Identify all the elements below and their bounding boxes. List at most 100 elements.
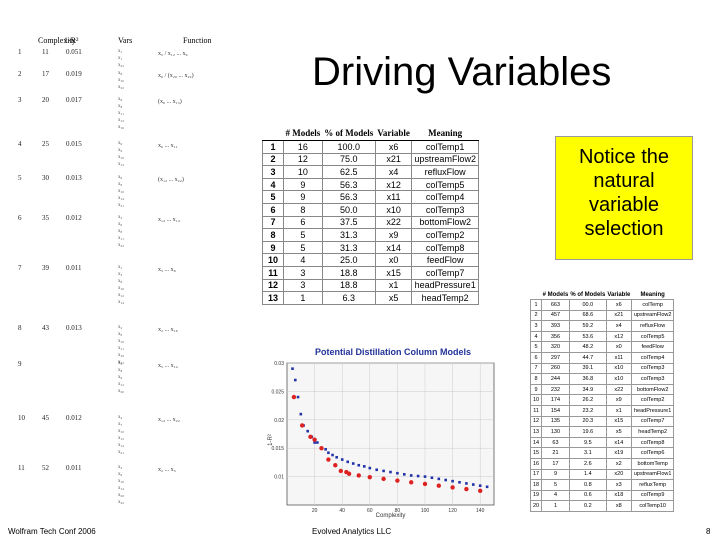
table-cell: upstreamFlow2 [630, 309, 675, 322]
table-cell: 1 [283, 291, 323, 305]
table-row: 14 63 9.5 x14 colTemp8 [529, 436, 675, 449]
model-error: 0.012 [66, 414, 82, 422]
table-cell: 12 [529, 415, 543, 428]
model-var: x₁₀ [118, 286, 124, 291]
table-cell: colTemp1 [411, 140, 479, 154]
table-cell: 12 [262, 278, 284, 293]
table-cell: 9 [283, 177, 323, 192]
table-row: 3 10 62.5 x4 refluxFlow [262, 165, 479, 179]
table-cell: 1.4 [568, 468, 607, 481]
table-cell: 3 [283, 278, 323, 293]
model-var: x₂₀ [118, 389, 124, 394]
page-title: Driving Variables [312, 50, 612, 94]
table-cell: colTemp9 [630, 489, 675, 502]
table-cell: upstreamFlow2 [411, 152, 479, 167]
table-cell: bottomTemp [630, 457, 675, 470]
model-var: x₂₂ [118, 63, 124, 68]
table-row: 18 5 0.8 x3 refluxTemp [529, 479, 675, 491]
table-cell: x0 [605, 341, 632, 353]
data-point [346, 460, 350, 464]
table-row: 1 16 100.0 x6 colTemp1 [262, 140, 479, 154]
table-cell: 0.8 [568, 479, 607, 491]
table-cell: 244 [541, 373, 570, 385]
table-cell: 15 [529, 447, 543, 459]
model-vars: x₁ x₃ x₈ x₁₀ x₁₂ x₁₄ [118, 264, 124, 306]
data-point [331, 453, 334, 457]
table-header: Meaning [411, 126, 479, 141]
table-cell: x12 [605, 330, 632, 343]
left-table-header: 1-R² [64, 36, 79, 45]
x-axis-label: Complexity [376, 513, 406, 519]
table-cell: 11 [529, 404, 543, 417]
footer-company: Evolved Analytics LLC [312, 527, 392, 536]
model-var: x₁₄ [118, 300, 124, 305]
data-point [335, 455, 338, 459]
model-function: (x₆ ... x₁₃) [158, 99, 182, 105]
table-cell: colTemp3 [630, 373, 675, 385]
table-cell: colTemp2 [630, 394, 675, 406]
table-cell: 10 [262, 253, 284, 267]
model-var: x₁₀ [118, 189, 124, 194]
model-vars: x₆ x₈ x₁₀ x₁₄ x₂₁ [118, 174, 124, 209]
model-var: x₂₂ [118, 85, 124, 90]
data-point [382, 469, 385, 473]
table-cell: 6 [529, 351, 543, 364]
driving-variables-table: # Models% of Models Variable Meaning 1 16 10… [262, 126, 479, 305]
data-point [313, 441, 316, 444]
left-table-header: Complexity [38, 36, 76, 45]
table-cell: 0.2 [568, 500, 607, 512]
table-cell: 260 [541, 362, 570, 375]
model-var: x₁₀ [118, 155, 124, 160]
left-table-row: 6 35 0.012 x₃ x₆ x₈ x₁₁ x₂₂ x₁₂ ... x₁₄ [8, 214, 258, 262]
model-complexity: 39 [42, 264, 49, 272]
table-cell: 8 [262, 228, 284, 242]
left-table-row: 2 17 0.019 x₈ x₁₀ x₂₂ x₆ / (x₂₀ ... x₂₂) [8, 70, 258, 118]
model-function: (x₁₂ ... x₂₂) [158, 177, 184, 183]
model-vars: x₃ x₆ x₈ x₁₁ x₂₂ [118, 214, 124, 249]
table-row: 8 5 31.3 x9 colTemp2 [262, 228, 479, 242]
table-cell: refluxFlow [630, 320, 675, 332]
model-var: x₈ [118, 279, 123, 284]
model-var: x₁₃ [118, 118, 124, 123]
model-var: x₁₁ [118, 111, 124, 116]
table-row: 3 393 59.2 x4 refluxFlow [529, 320, 675, 332]
table-cell: x2 [605, 457, 632, 470]
table-cell: 34.9 [568, 383, 607, 396]
table-row: 10 4 25.0 x0 feedFlow [262, 253, 479, 267]
table-row: 7 260 39.1 x10 colTemp3 [529, 362, 675, 375]
model-rank: 5 [18, 174, 22, 182]
data-point [357, 463, 361, 467]
model-var: x₂₁ [118, 450, 124, 455]
model-vars: x₁ x₁ x₂₂ [118, 48, 124, 69]
model-var: x₆ [118, 222, 123, 227]
table-cell: colTemp8 [630, 436, 675, 449]
table-header: # Models [283, 126, 323, 141]
table-cell: x0 [374, 253, 413, 267]
table-cell: 19 [529, 489, 543, 502]
table-cell: 6.3 [321, 291, 376, 305]
model-var: x₁₈ [118, 353, 124, 358]
model-var: x₆ [118, 141, 123, 146]
model-vars: x₂ x₈ x₁₀ x₁₁ x₁₈ x₂₂ [118, 324, 124, 366]
model-var: x₁₂ [118, 293, 124, 298]
table-row: 1 663 00.0 x6 colTemp [529, 299, 675, 311]
model-var: x₁₁ [118, 236, 124, 241]
table-cell: x22 [374, 215, 413, 230]
table-cell: colTemp6 [630, 447, 675, 459]
data-point-pareto [395, 478, 400, 483]
table-cell: 1 [529, 299, 543, 311]
table-cell: 9 [541, 468, 570, 481]
model-error: 0.011 [66, 264, 82, 272]
data-point-pareto [319, 446, 324, 451]
table-row: 4 9 56.3 x12 colTemp5 [262, 177, 479, 192]
table-cell: x4 [374, 165, 413, 179]
table-cell: 1 [541, 500, 570, 512]
table-header: % of Models [322, 126, 376, 141]
table-header: Variable [375, 126, 412, 141]
data-point [437, 477, 441, 481]
data-point-pareto [338, 468, 344, 474]
model-complexity: 30 [42, 174, 49, 182]
footer-conference: Wolfram Tech Conf 2006 [8, 527, 96, 536]
table-row: 12 3 18.8 x1 headPressure1 [262, 278, 479, 293]
data-point-pareto [312, 437, 317, 442]
